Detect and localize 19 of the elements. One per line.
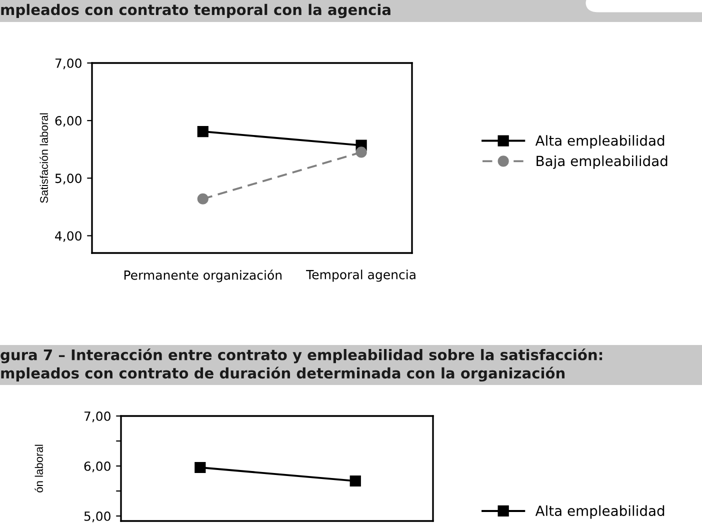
chart-title: mpleados con contrato temporal con la agencia — [1, 4, 390, 18]
y-tick-label: 7,00 — [84, 411, 110, 422]
y-tick-label: 5,00 — [55, 174, 82, 184]
legend-label: Alta empleabilidad — [535, 505, 664, 519]
point — [197, 126, 208, 138]
legend-label: Baja empleabilidad — [536, 155, 668, 169]
y-tick-label: 6,00 — [84, 461, 110, 472]
y-axis-title: Satisfación laboral — [40, 113, 48, 203]
legend-label: Alta empleabilidad — [535, 135, 664, 149]
x-tick-label: Temporal agencia — [306, 270, 416, 282]
y-tick-label: 5,00 — [84, 511, 110, 522]
y-tick-label: 7,00 — [55, 58, 82, 70]
point — [356, 146, 367, 158]
chart-title: gura 7 – Interacción entre contrato y empleabilidad sobre la satisfacción: mpleados con contrato de duración determinada con la organización — [0, 348, 602, 382]
point — [197, 193, 208, 204]
x-tick-label: Permanente organización — [124, 270, 282, 282]
y-tick-label: 6,00 — [55, 116, 82, 127]
y-tick-label: 4,00 — [55, 231, 82, 242]
y-axis-title: ón laboral — [34, 444, 43, 492]
